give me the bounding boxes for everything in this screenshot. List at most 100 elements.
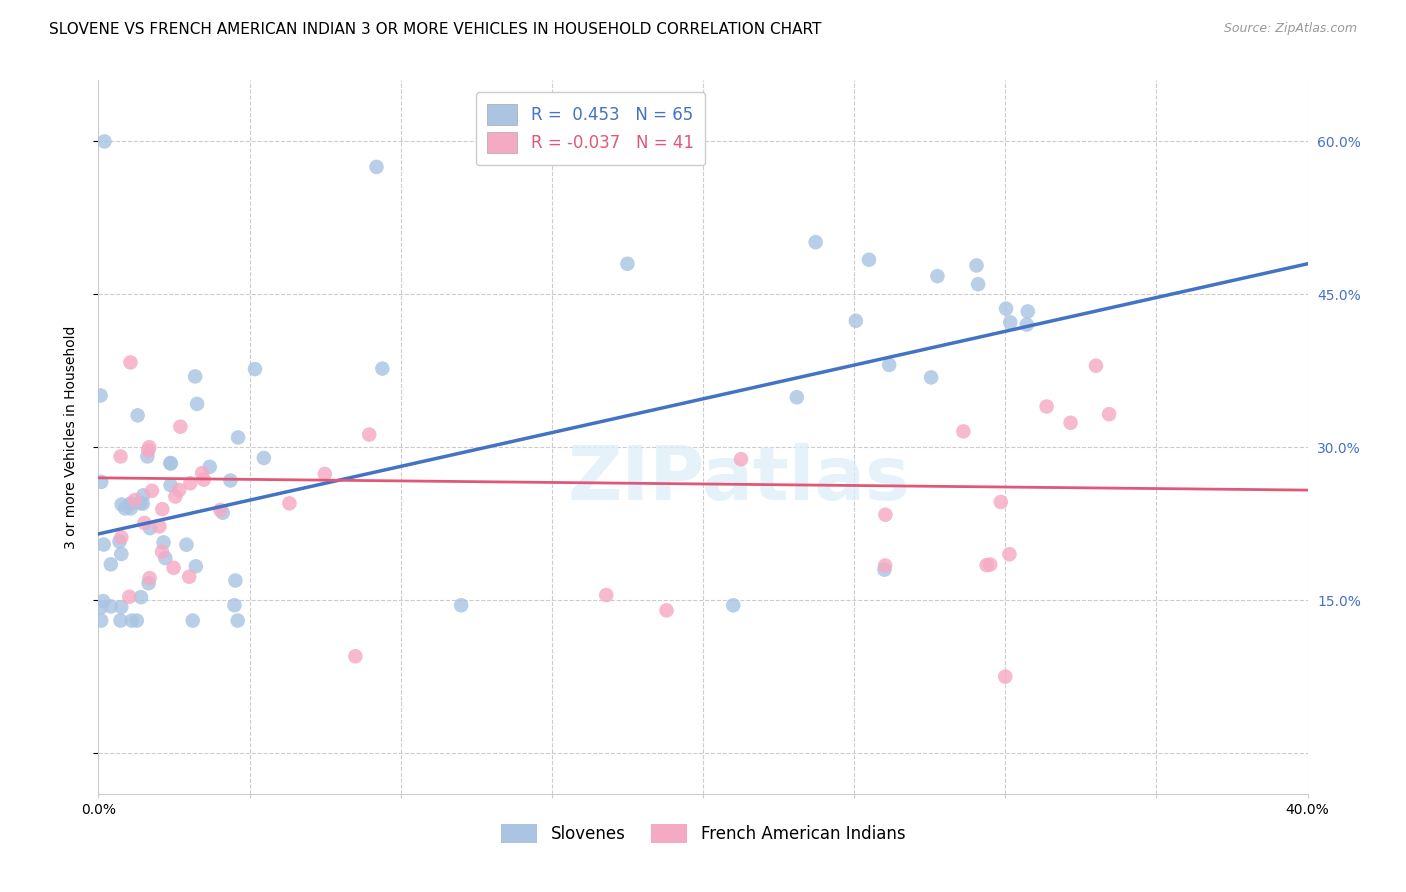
Point (179, 476, 201, 491)
Point (90, 388, 112, 402)
Point (90, 614, 112, 628)
Point (93, 135, 115, 149)
Point (804, 235, 827, 250)
Point (976, 558, 998, 573)
Point (179, 570, 201, 584)
Point (998, 547, 1021, 561)
Point (90, 475, 112, 489)
Point (219, 474, 242, 488)
Point (875, 558, 897, 573)
Point (1017, 304, 1039, 318)
Legend: Slovenes, French American Indians: Slovenes, French American Indians (494, 817, 912, 850)
Point (1059, 416, 1081, 430)
Text: ZIPatlas: ZIPatlas (568, 443, 911, 516)
Point (114, 501, 136, 516)
Point (100, 558, 122, 572)
Point (845, 314, 868, 328)
Point (730, 452, 752, 467)
Point (155, 551, 177, 566)
Point (877, 358, 900, 372)
Point (224, 574, 246, 588)
Point (110, 614, 132, 628)
Point (93, 537, 115, 551)
Point (1098, 407, 1121, 421)
Point (655, 603, 678, 617)
Point (136, 450, 159, 464)
Point (120, 501, 142, 516)
Point (136, 443, 159, 458)
Point (152, 535, 174, 549)
Point (120, 355, 142, 369)
Point (253, 450, 276, 465)
Point (191, 466, 214, 480)
Point (150, 544, 173, 558)
Point (873, 563, 896, 577)
Point (118, 590, 141, 604)
Point (314, 467, 336, 481)
Point (160, 457, 183, 471)
Point (344, 649, 367, 664)
Point (1000, 315, 1022, 329)
Point (138, 571, 160, 585)
Point (1085, 359, 1108, 373)
Point (209, 503, 232, 517)
Point (278, 496, 301, 510)
Point (224, 599, 246, 613)
Point (90, 600, 112, 615)
Point (120, 497, 142, 511)
Point (139, 521, 162, 535)
Point (927, 269, 949, 284)
Point (176, 538, 198, 552)
Point (134, 516, 156, 530)
Point (979, 558, 1001, 572)
Point (110, 599, 132, 614)
Point (141, 483, 163, 498)
Point (132, 497, 155, 511)
Point (184, 559, 207, 574)
Point (616, 257, 638, 271)
Point (138, 440, 160, 454)
Point (371, 361, 394, 376)
Point (226, 614, 249, 628)
Point (110, 450, 132, 464)
Point (198, 459, 221, 474)
Point (1015, 318, 1038, 332)
Point (169, 419, 191, 434)
Point (211, 506, 233, 520)
Point (184, 369, 207, 384)
Point (359, 427, 381, 442)
Point (132, 488, 155, 502)
Point (994, 670, 1017, 684)
Point (148, 519, 170, 533)
Point (159, 478, 181, 492)
Point (129, 590, 152, 604)
Text: Source: ZipAtlas.com: Source: ZipAtlas.com (1223, 22, 1357, 36)
Point (127, 409, 149, 423)
Point (226, 430, 249, 444)
Point (723, 599, 745, 613)
Point (150, 502, 173, 516)
Point (111, 498, 134, 512)
Point (967, 277, 990, 292)
Point (858, 252, 880, 267)
Point (162, 560, 184, 574)
Point (990, 495, 1012, 509)
Point (186, 397, 208, 411)
Point (995, 301, 1018, 316)
Point (450, 599, 472, 613)
Point (595, 588, 617, 602)
Point (366, 160, 388, 174)
Point (100, 599, 122, 614)
Point (110, 547, 132, 561)
Point (108, 534, 131, 549)
Point (181, 614, 204, 628)
Point (875, 508, 897, 522)
Point (193, 473, 215, 487)
Point (165, 490, 187, 504)
Point (138, 576, 160, 591)
Point (129, 496, 152, 510)
Point (167, 483, 190, 497)
Point (124, 493, 146, 508)
Point (243, 362, 266, 376)
Point (1035, 400, 1057, 414)
